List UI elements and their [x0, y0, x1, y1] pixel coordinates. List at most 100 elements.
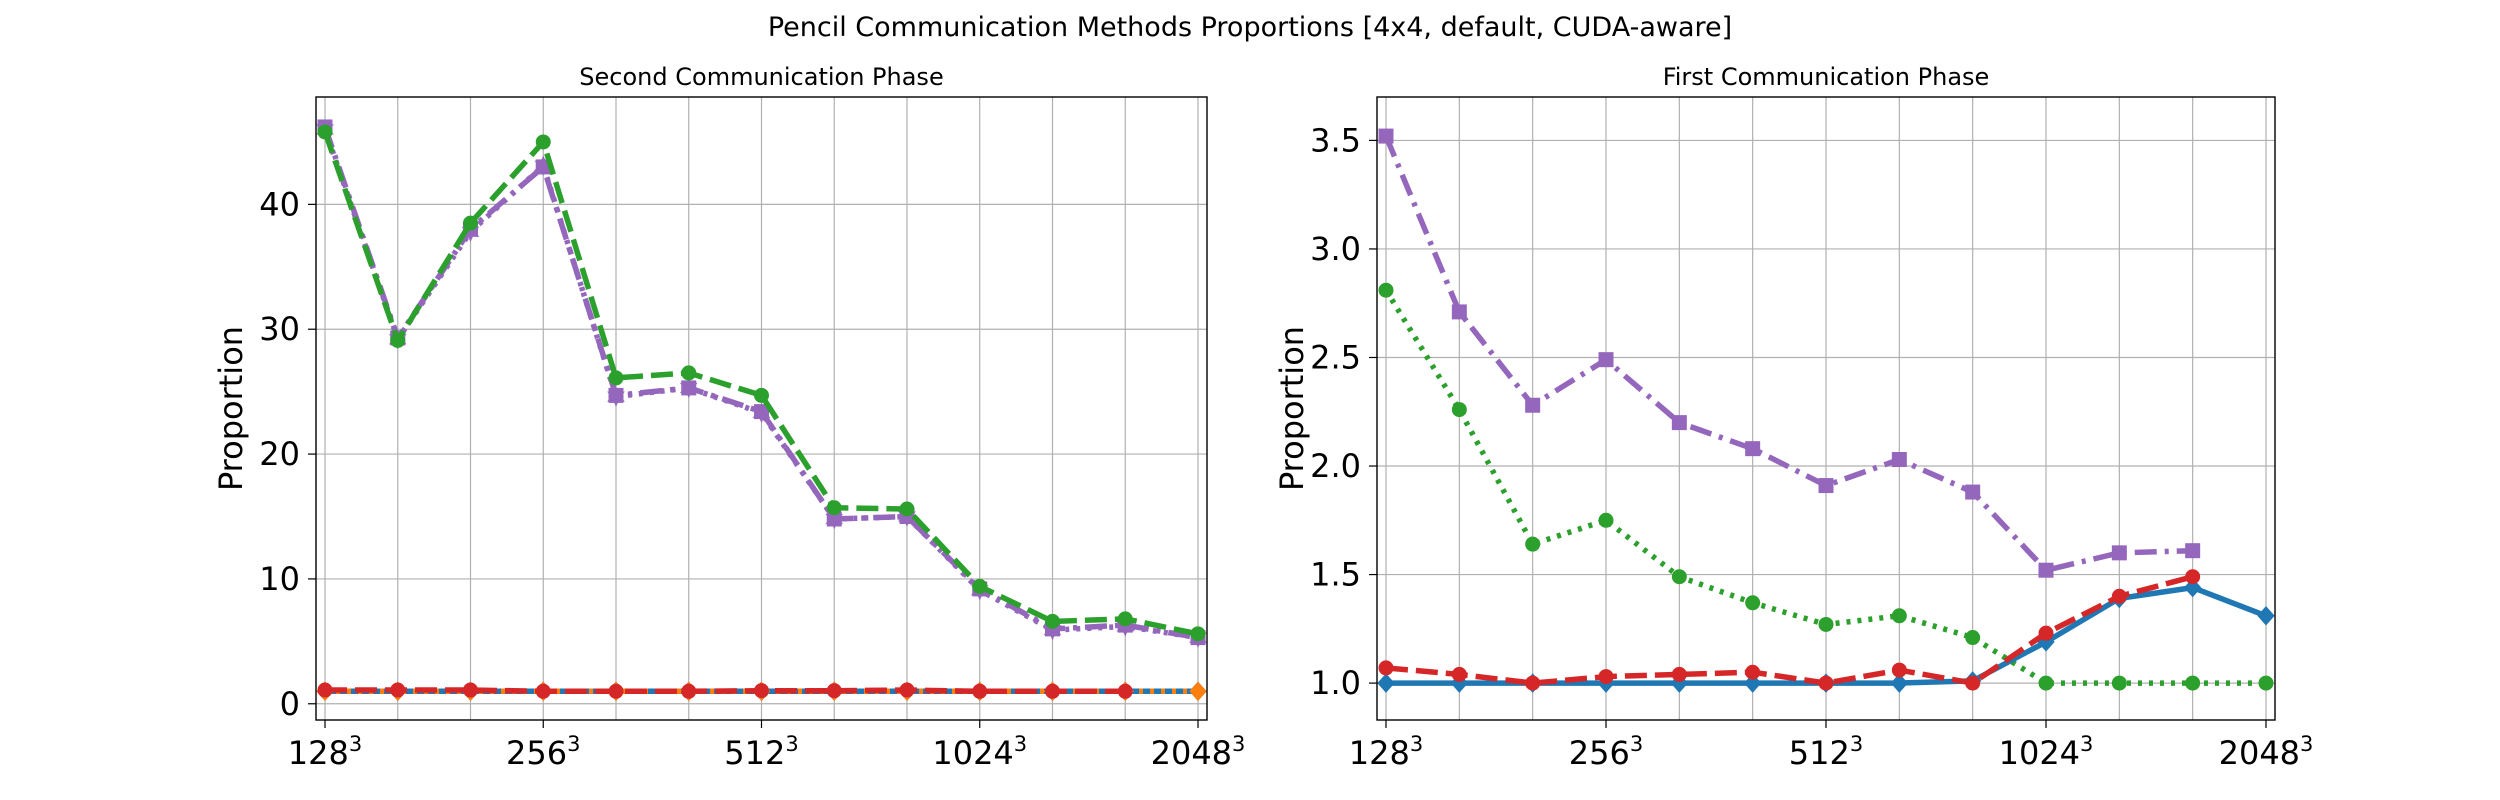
data-point	[1043, 619, 1062, 641]
data-point	[1451, 666, 1467, 682]
data-point	[1598, 669, 1614, 685]
data-point	[825, 508, 844, 530]
data-point	[1451, 402, 1467, 418]
data-point	[1891, 608, 1907, 624]
data-point	[1671, 415, 1687, 431]
data-point	[2185, 543, 2201, 559]
data-point	[2185, 675, 2201, 691]
data-point	[607, 386, 625, 407]
data-point	[461, 221, 480, 243]
data-point	[1189, 681, 1207, 702]
data-point	[1451, 304, 1467, 320]
data-point	[1965, 484, 1981, 500]
data-point	[317, 124, 333, 140]
x-tick-label-base: 256	[506, 734, 567, 772]
data-point	[1525, 397, 1541, 413]
x-tick-label: 1283	[1349, 732, 1423, 772]
data-point	[535, 134, 551, 150]
y-tick-label: 0	[280, 685, 300, 723]
x-tick-label-base: 1024	[1999, 734, 2080, 772]
data-point	[2258, 675, 2274, 691]
x-tick-label-exponent: 3	[1232, 732, 1245, 756]
data-point	[1378, 128, 1394, 144]
data-point	[2038, 625, 2054, 641]
data-point	[1525, 536, 1541, 552]
data-point	[1598, 512, 1614, 528]
x-tick-label-exponent: 3	[1014, 732, 1027, 756]
x-tick-label-base: 128	[288, 734, 349, 772]
data-point	[972, 578, 988, 594]
data-point	[1891, 452, 1907, 468]
y-tick-label: 2.5	[1310, 338, 1361, 376]
data-point	[754, 387, 769, 403]
x-tick-label-exponent: 3	[567, 732, 580, 756]
data-point	[681, 365, 697, 381]
chart-title: Second Communication Phase	[579, 63, 943, 91]
data-point	[899, 501, 915, 517]
chart-title: First Communication Phase	[1663, 63, 1990, 91]
data-point	[899, 682, 915, 698]
x-tick-label: 10243	[932, 732, 1027, 772]
series-1	[1378, 282, 2274, 691]
data-point	[2257, 606, 2275, 626]
data-point	[1671, 666, 1687, 682]
x-tick-label-exponent: 3	[1410, 732, 1423, 756]
data-point	[1525, 675, 1541, 691]
data-point	[826, 683, 842, 699]
axes-frame	[315, 96, 1208, 721]
y-tick-label: 1.0	[1310, 664, 1361, 702]
data-point	[608, 683, 624, 699]
y-tick-label: 3.0	[1310, 230, 1361, 268]
data-point	[463, 215, 478, 231]
data-point	[1045, 683, 1060, 699]
x-tick-label: 2563	[1569, 732, 1643, 772]
y-tick-label: 3.5	[1310, 121, 1361, 159]
x-tick-label-exponent: 3	[1630, 732, 1643, 756]
data-point	[1117, 683, 1133, 699]
x-tick-label: 20483	[2219, 732, 2314, 772]
series-line	[1385, 574, 2194, 686]
data-point	[390, 332, 406, 348]
data-point	[1743, 673, 1762, 693]
data-point	[1965, 630, 1981, 646]
x-tick-label: 20483	[1151, 732, 1246, 772]
y-tick-label: 10	[259, 560, 300, 598]
data-point	[535, 683, 551, 699]
y-tick-label: 40	[259, 185, 300, 223]
data-point	[1818, 478, 1834, 494]
data-point	[463, 682, 478, 698]
x-tick-label-base: 1024	[932, 734, 1013, 772]
x-tick-label: 10243	[1999, 732, 2094, 772]
x-tick-label-base: 128	[1349, 734, 1410, 772]
x-tick-label-exponent: 3	[2300, 732, 2313, 756]
x-tick-label-exponent: 3	[1850, 732, 1863, 756]
data-point	[2111, 588, 2127, 604]
data-point	[826, 500, 842, 516]
y-tick-label: 1.5	[1310, 556, 1361, 594]
x-tick-label-base: 512	[724, 734, 785, 772]
figure-suptitle: Pencil Communication Methods Proportions…	[767, 12, 1733, 43]
data-point	[390, 682, 406, 698]
data-point	[681, 683, 697, 699]
data-point	[1671, 569, 1687, 585]
data-point	[1965, 675, 1981, 691]
data-point	[1890, 673, 1909, 693]
y-tick-label: 2.0	[1310, 447, 1361, 485]
data-point	[754, 683, 769, 699]
series-line	[1383, 135, 2193, 573]
data-point	[2038, 675, 2054, 691]
data-point	[1378, 282, 1394, 298]
data-point	[1891, 662, 1907, 678]
x-tick-label: 5123	[724, 732, 798, 772]
x-tick-label: 5123	[1789, 732, 1863, 772]
data-point	[1190, 626, 1206, 642]
x-tick-label-exponent: 3	[785, 732, 798, 756]
x-tick-label: 2563	[506, 732, 580, 772]
data-point	[2111, 675, 2127, 691]
data-point	[1598, 352, 1614, 368]
y-tick-label: 30	[259, 310, 300, 348]
data-point	[1117, 611, 1133, 627]
data-point	[1818, 616, 1834, 632]
series-0	[1378, 128, 2201, 578]
